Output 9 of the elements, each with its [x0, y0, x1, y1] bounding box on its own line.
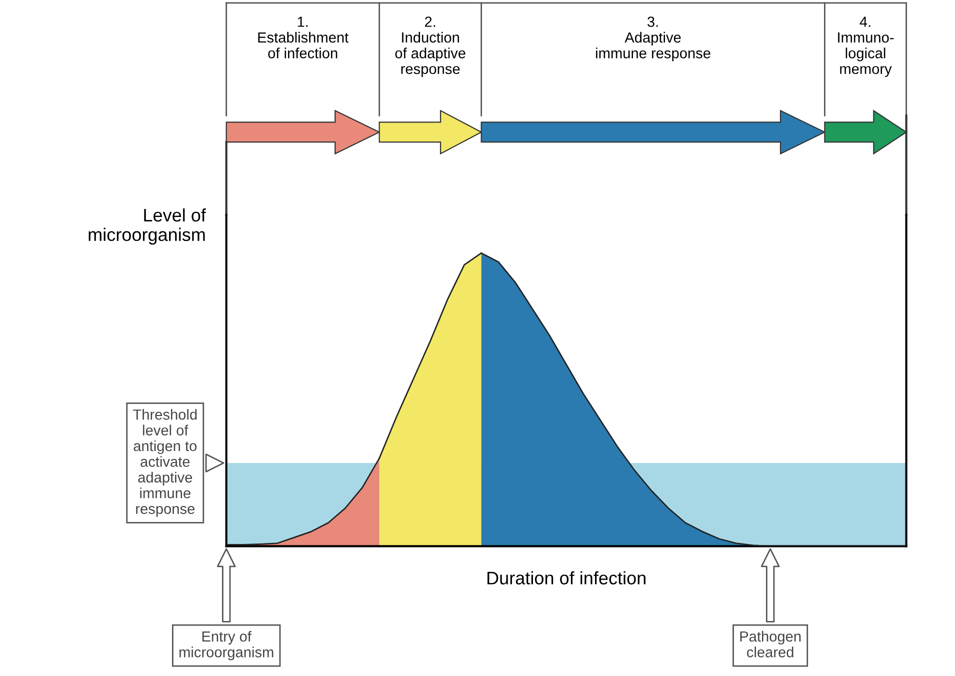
text: 3. Adaptive immune response [596, 16, 710, 62]
y-axis-title: Level of microorganism [88, 208, 206, 245]
text: Entry of microorganism [179, 630, 274, 660]
text: Pathogen cleared [740, 630, 801, 658]
text: 4. Immuno- logical memory [838, 16, 894, 77]
text: 2. Induction of adaptive response [395, 16, 466, 77]
x-axis-title: Duration of infection [488, 571, 646, 584]
text: 1. Establishment of infection [258, 16, 349, 58]
band-label: Threshold level of antigen to activate adaptive immune response [133, 409, 197, 517]
